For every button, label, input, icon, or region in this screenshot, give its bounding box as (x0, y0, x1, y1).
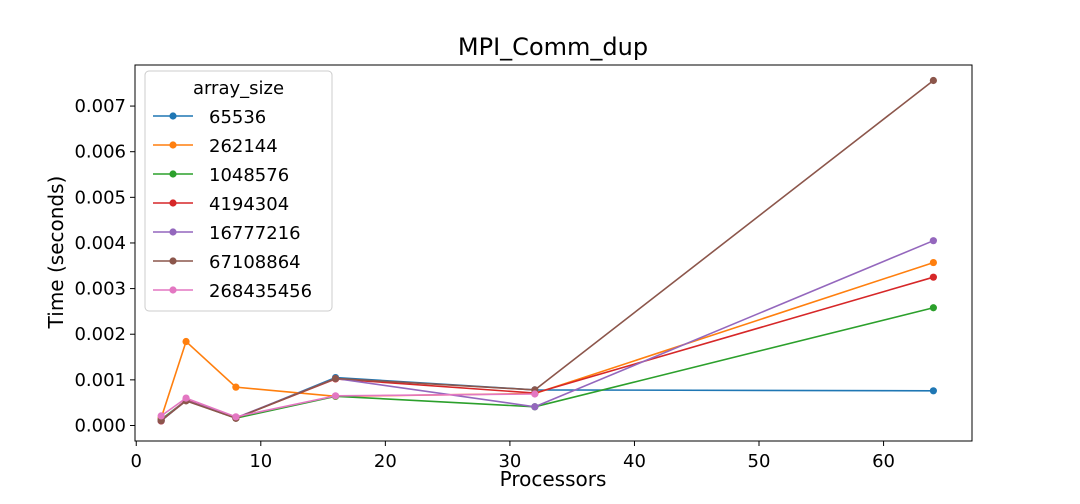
legend-entry-label: 268435456 (209, 281, 312, 302)
y-axis-label: Time (seconds) (44, 176, 68, 330)
series-line (160, 261, 934, 419)
y-tick-label: 0.005 (74, 187, 126, 208)
legend-entry-label: 262144 (209, 136, 278, 157)
series-1048576 (157, 304, 937, 424)
legend-entry-label: 4194304 (209, 194, 289, 215)
plot-frame (134, 64, 973, 442)
legend-entry-label: 67108864 (209, 252, 301, 273)
x-axis: 0 10 20 30 40 50 60 (131, 441, 895, 472)
data-point (182, 394, 190, 402)
legend: array_size 65536 262144 1048576 4194304 16777… (144, 70, 333, 312)
data-point (157, 412, 165, 420)
legend-swatch-marker (169, 112, 177, 120)
legend-swatch-marker (169, 228, 177, 236)
y-tick-label: 0.007 (74, 96, 126, 117)
series-line (160, 79, 934, 422)
legend-entry-label: 1048576 (209, 165, 289, 186)
data-point (929, 304, 937, 312)
y-tick-label: 0.006 (74, 142, 126, 163)
series-268435456 (157, 390, 539, 421)
legend-box (144, 70, 333, 312)
x-tick-label: 10 (249, 451, 272, 472)
legend-swatch-marker (169, 257, 177, 265)
data-point (929, 387, 937, 395)
legend-entry: 1048576 (153, 165, 289, 186)
legend-title: array_size (193, 78, 284, 99)
x-axis-label: Processors (500, 467, 607, 491)
plot-area (134, 64, 973, 442)
x-tick-label: 50 (748, 451, 771, 472)
x-tick-label: 30 (498, 451, 521, 472)
legend-entry: 262144 (153, 136, 278, 157)
data-point (929, 273, 937, 281)
y-tick-label: 0.002 (74, 324, 126, 345)
data-point (531, 390, 539, 398)
legend-entry: 16777216 (153, 223, 301, 244)
y-tick-label: 0.004 (74, 233, 126, 254)
y-tick-label: 0.003 (74, 279, 126, 300)
x-tick-label: 0 (131, 451, 142, 472)
legend-swatch-marker (169, 286, 177, 294)
data-point (929, 258, 937, 267)
legend-entry: 67108864 (153, 252, 301, 273)
legend-entry-label: 16777216 (209, 223, 301, 244)
series-65536 (157, 373, 937, 425)
data-point (232, 413, 240, 421)
series-line (160, 376, 934, 422)
legend-swatch-marker (169, 170, 177, 178)
data-point (531, 403, 539, 411)
y-tick-label: 0.001 (74, 370, 126, 391)
y-axis: 0.000 0.001 0.002 0.003 0.004 0.005 0.006 0.007 (74, 96, 135, 436)
x-tick-label: 60 (872, 451, 895, 472)
legend-entry: 65536 (153, 107, 266, 128)
chart-title: MPI_Comm_dup (458, 33, 648, 61)
data-point (331, 374, 340, 383)
data-point (929, 76, 937, 85)
legend-swatch-marker (169, 199, 177, 207)
data-point (182, 337, 190, 346)
legend-entry: 268435456 (153, 281, 312, 302)
data-point (331, 392, 340, 400)
data-point (929, 237, 937, 245)
legend-entry: 4194304 (153, 194, 289, 215)
y-tick-label: 0.000 (74, 415, 126, 436)
x-tick-label: 20 (374, 451, 397, 472)
legend-swatch-marker (169, 141, 177, 149)
legend-entry-label: 65536 (209, 107, 266, 128)
data-point (232, 383, 240, 391)
x-tick-label: 40 (623, 451, 646, 472)
